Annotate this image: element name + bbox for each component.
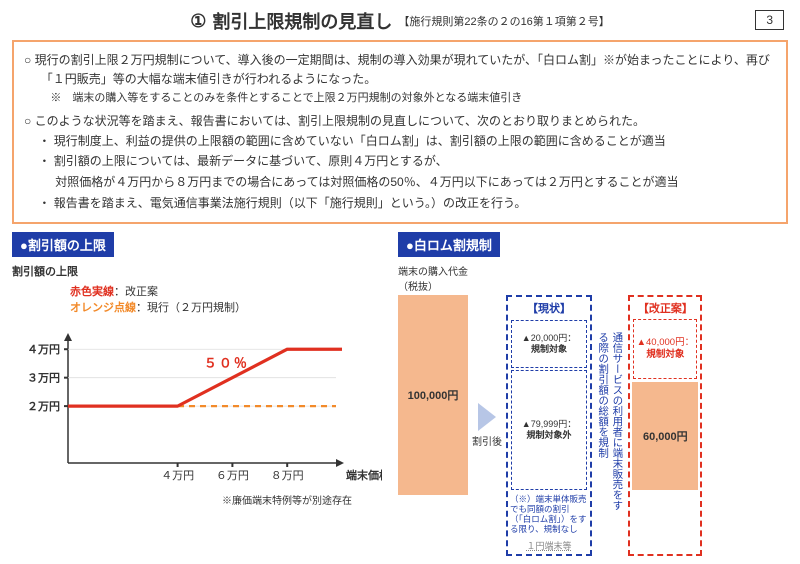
svg-text:４万円: ４万円	[27, 343, 60, 356]
arrow-icon	[478, 403, 496, 431]
page-title: 割引上限規制の見直し	[212, 8, 392, 34]
summary-b2-cont: 対照価格が４万円から８万円までの場合にあっては対照価格の50％、４万円以下にあっ…	[24, 173, 776, 192]
discount-cap-section: ●割引額の上限 割引額の上限 赤色実線：改正案 オレンジ点線：現行（２万円規制）…	[12, 232, 382, 507]
summary-p1-note: ※ 端末の購入等をすることのみを条件とすることで上限２万円規制の対象外となる端末…	[24, 90, 776, 108]
white-rom-diagram: 100,000円 割引後 【現状】 ▲20,000円： 規制対象 ▲79,999…	[398, 295, 788, 556]
revised-bar: 60,000円	[632, 382, 698, 490]
revised-box: ▲40,000円： 規制対象	[633, 319, 697, 379]
arrow-label: 割引後	[472, 433, 502, 448]
summary-b3: 報告書を踏まえ、電気通信事業法施行規則（以下「施行規則」という。）の改正を行う。	[24, 194, 776, 213]
legend-red-label: 赤色実線	[70, 286, 114, 298]
left-section-title: ●割引額の上限	[12, 232, 114, 257]
page-header: ① 割引上限規制の見直し 【施行規則第22条の２の16第１項第２号】 3	[12, 8, 788, 34]
legend-red-desc: ：改正案	[114, 286, 158, 298]
discount-chart: ２万円 ３万円 ４万円 ４万円 ６万円 ８万円 端末価格 ５０％	[12, 317, 382, 490]
summary-p1: 現行の割引上限２万円規制について、導入後の一定期間は、規制の導入効果が現れていた…	[24, 51, 776, 89]
svg-text:８万円: ８万円	[271, 470, 304, 482]
page-number: 3	[755, 10, 784, 30]
summary-b1: 現行制度上、利益の提供の上限額の範囲に含めていない「白ロム割」は、割引額の上限の…	[24, 132, 776, 151]
circled-number: ①	[190, 11, 206, 32]
chart-legend: 割引額の上限 赤色実線：改正案 オレンジ点線：現行（２万円規制）	[70, 263, 382, 315]
current-note: （※）端末単体販売でも同額の割引（「白ロム割」）をする限り、規制なし	[510, 494, 588, 535]
right-section-title: ●白ロム割規制	[398, 232, 500, 257]
current-top-box: ▲20,000円： 規制対象	[511, 320, 587, 368]
svg-text:２万円: ２万円	[27, 400, 60, 413]
purchase-label: 端末の購入代金（税抜）	[398, 263, 472, 295]
vertical-description: 通信サービスの利用者に端末販売をする際の割引額の総額を規制	[596, 330, 624, 520]
purchase-bar-col: 100,000円	[398, 295, 468, 556]
y-axis-title: 割引額の上限	[12, 263, 382, 279]
discount-arrow: 割引後	[472, 295, 502, 556]
chart-footnote: ※廉価端末特例等が別途存在	[12, 492, 382, 507]
svg-text:４万円: ４万円	[161, 470, 194, 482]
current-bottom-box: ▲79,999円： 規制対象外	[511, 370, 587, 490]
page-subtitle: 【施行規則第22条の２の16第１項第２号】	[398, 13, 609, 29]
revised-heading: 【改正案】	[638, 300, 693, 316]
legend-orange-label: オレンジ点線	[70, 302, 136, 314]
chart-svg: ２万円 ３万円 ４万円 ４万円 ６万円 ８万円 端末価格 ５０％	[12, 317, 382, 487]
revised-col: 【改正案】 ▲40,000円： 規制対象 60,000円	[628, 295, 702, 556]
svg-text:６万円: ６万円	[216, 470, 249, 482]
summary-b2: 割引額の上限については、最新データに基づいて、原則４万円とするが、	[24, 152, 776, 171]
svg-text:端末価格: 端末価格	[346, 468, 382, 482]
current-under: １円端末等	[526, 539, 571, 552]
legend-orange-desc: ：現行（２万円規制）	[136, 302, 246, 314]
svg-text:５０％: ５０％	[204, 356, 249, 371]
current-status-col: 【現状】 ▲20,000円： 規制対象 ▲79,999円： 規制対象外 （※）端…	[506, 295, 592, 556]
summary-box: 現行の割引上限２万円規制について、導入後の一定期間は、規制の導入効果が現れていた…	[12, 40, 788, 224]
current-heading: 【現状】	[527, 300, 571, 316]
white-rom-section: ●白ロム割規制 端末の購入代金（税抜） 100,000円 割引後 【現状】 ▲2…	[398, 232, 788, 556]
svg-text:３万円: ３万円	[27, 372, 60, 385]
summary-p2: このような状況等を踏まえ、報告書においては、割引上限規制の見直しについて、次のと…	[24, 112, 776, 131]
purchase-bar: 100,000円	[398, 295, 468, 495]
